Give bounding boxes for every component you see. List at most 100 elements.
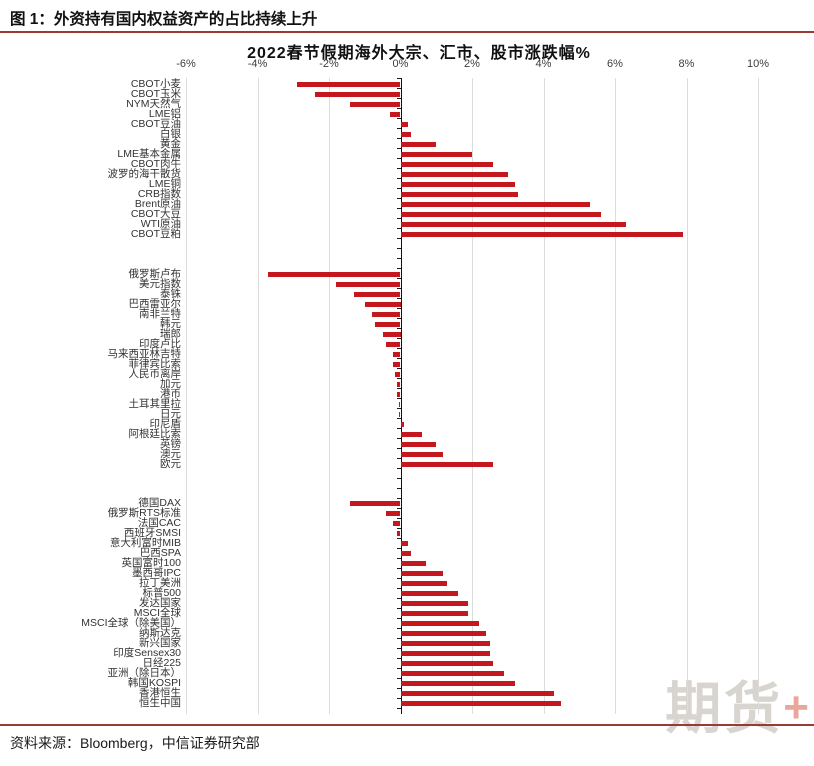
gridline [615,78,616,714]
bar-positive [400,620,480,626]
bar-positive [400,680,515,686]
category-label: 拉丁美洲 [139,577,181,589]
category-label: 菲律宾比索 [128,358,182,370]
bar-negative [393,361,401,367]
category-label: 俄罗斯卢布 [128,268,182,280]
gridline [257,78,259,714]
bar-negative [396,381,401,387]
category-label: CBOT大豆 [130,208,181,220]
bar-positive [400,121,408,127]
category-label: CBOT玉米 [130,88,181,100]
category-label: 意大利富时MIB [109,537,181,549]
x-axis-tick-labels: -6% -4% -2% 0% 2% 4% 6% 8% 10% [176,58,769,72]
category-label: 西班牙SMSI [123,527,181,539]
category-label: 韩国KOSPI [127,677,181,689]
category-label: MSCI全球 [133,607,181,619]
category-label: CRB指数 [137,188,181,200]
bar-negative [382,331,401,337]
zero-axis-line [400,78,402,714]
x-tick-label: 8% [678,58,695,70]
category-label: 香港恒生 [139,687,181,699]
bar-negative [371,311,401,317]
category-label: 英镑 [160,438,181,450]
x-tick-label: 6% [607,58,623,70]
x-tick-label: -2% [319,58,339,70]
category-label: 英国富时100 [121,557,181,569]
bar-positive [400,171,508,177]
x-tick-label: 4% [535,58,552,70]
bar-positive [400,181,515,187]
bar-negative [336,281,401,287]
x-tick-label: 10% [746,58,770,70]
category-label: 巴西SPA [139,547,181,559]
category-label: 马来西亚林吉特 [107,348,182,360]
x-tick-label: 2% [464,58,480,70]
category-label: 新兴国家 [139,637,181,649]
bar-positive [400,550,412,556]
bar-positive [400,590,458,596]
bar-negative [354,291,401,297]
gridline [758,78,759,714]
category-label: 澳元 [160,448,181,460]
category-label: 印度Sensex30 [113,647,181,659]
category-label: 白银 [160,128,181,140]
watermark: 期货+ [665,664,812,745]
bar-negative [375,321,401,327]
bar-negative [389,111,401,117]
category-label: 黄金 [160,138,181,150]
category-label: 泰铢 [160,288,181,300]
source-note: 资料来源：Bloomberg，中信证券研究部 [10,735,260,751]
bar-positive [400,650,490,656]
gridline [329,78,330,714]
bar-positive [400,451,444,457]
category-label: 发达国家 [139,597,181,609]
category-label: 日经225 [142,657,181,669]
category-label: CBOT豆油 [130,118,181,130]
watermark-text: 期货 [665,677,784,740]
bar-positive [400,700,562,706]
bar-positive [400,221,626,227]
category-label: MSCI全球（除美国） [81,617,181,629]
gridline [686,78,688,714]
category-label: 标普500 [142,587,181,599]
bar-positive [400,560,426,566]
bar-negative [393,351,401,357]
bar-positive [400,670,505,676]
bar-positive [400,201,590,207]
bar-negative [396,391,401,397]
category-label: LME铝 [148,108,181,120]
bar-positive [400,660,494,666]
bar-positive [400,441,437,447]
bar-positive [400,161,494,167]
bar-negative [350,500,401,506]
category-label: 加元 [160,378,181,390]
bar-negative [296,81,401,87]
category-label: 欧元 [160,458,181,470]
footer-divider [0,724,814,726]
bar-positive [400,231,683,237]
category-label: 亚洲（除日本） [107,667,182,679]
category-label: CBOT小麦 [130,78,181,90]
bar-positive [400,131,412,137]
bar-positive [400,211,601,217]
category-label: 阿根廷比索 [128,428,182,440]
watermark-plus-icon: + [783,683,812,732]
bar-negative [350,101,401,107]
bar-positive [400,610,469,616]
bar-positive [400,540,408,546]
category-label: LME铜 [148,178,181,190]
category-label: 墨西哥IPC [131,567,181,579]
bar-positive [400,600,469,606]
x-tick-label: -6% [176,58,196,70]
chart-title: 2022春节假期海外大宗、汇市、股市涨跌幅% [247,45,591,62]
bar-negative [393,520,401,526]
bar-negative [396,530,401,536]
category-label: 俄罗斯RTS标准 [107,507,181,519]
figure-title: 图 1：外资持有国内权益资产的占比持续上升 [10,11,318,28]
category-label: 南非兰特 [139,308,181,320]
bar-positive [400,431,422,437]
category-label: CBOT肉牛 [130,158,181,170]
bar-positive [400,421,405,427]
gridline [543,78,545,714]
category-label: 印度卢比 [139,338,181,350]
